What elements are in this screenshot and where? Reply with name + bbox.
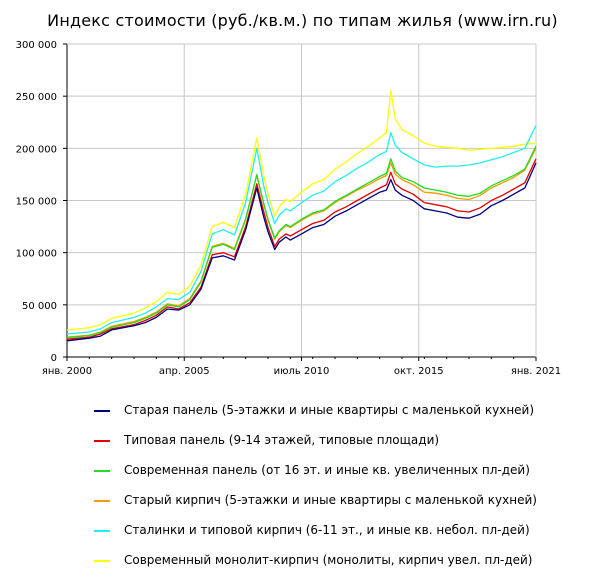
legend-label: Современный монолит-кирпич (монолиты, ки… [124, 553, 533, 567]
y-tick-label: 150 000 [16, 197, 57, 208]
x-tick-label: июль 2010 [274, 366, 330, 377]
series-line-6 [66, 90, 537, 331]
legend-label: Сталинки и типовой кирпич (6-11 эт., и и… [124, 523, 530, 537]
x-tick-label: янв. 2021 [511, 366, 561, 377]
line-chart: 0 50 000 100 000 150 000 200 000 250 000 300 0… [16, 40, 561, 377]
legend-item: Современная панель (от 16 эт. и иные кв.… [88, 458, 588, 488]
legend-label: Старый кирпич (5-этажки и иные квартиры … [124, 493, 537, 507]
y-tick-label: 250 000 [16, 92, 57, 103]
y-tick-label: 0 [51, 353, 57, 364]
legend-item: Сталинки и типовой кирпич (6-11 эт., и и… [88, 518, 588, 548]
y-tick-label: 100 000 [16, 249, 57, 260]
x-tick-label: окт. 2015 [394, 366, 444, 377]
legend-item: Старая панель (5-этажки и иные квартиры … [88, 398, 588, 428]
x-tick-label: янв. 2000 [42, 366, 92, 377]
legend-item: Типовая панель (9-14 этажей, типовые пло… [88, 428, 588, 458]
legend-label: Современная панель (от 16 эт. и иные кв.… [124, 463, 530, 477]
legend-swatch [94, 410, 110, 412]
y-tick-label: 200 000 [16, 144, 57, 155]
chart-legend: Старая панель (5-этажки и иные квартиры … [88, 398, 588, 578]
legend-swatch [94, 440, 110, 442]
chart-title: Индекс стоимости (руб./кв.м.) по типам ж… [47, 11, 558, 30]
legend-swatch [94, 500, 110, 502]
y-tick-label: 50 000 [22, 301, 57, 312]
series-line-4 [66, 148, 537, 338]
legend-item: Современный монолит-кирпич (монолиты, ки… [88, 548, 588, 578]
series-line-2 [66, 158, 537, 340]
legend-label: Старая панель (5-этажки и иные квартиры … [124, 403, 535, 417]
legend-swatch [94, 470, 110, 472]
y-tick-label: 300 000 [16, 40, 57, 51]
legend-label: Типовая панель (9-14 этажей, типовые пло… [124, 433, 440, 447]
series-line-3 [66, 145, 537, 339]
legend-item: Старый кирпич (5-этажки и иные квартиры … [88, 488, 588, 518]
legend-swatch [94, 530, 110, 532]
series-line-5 [66, 125, 537, 335]
series-line-1 [66, 162, 537, 342]
legend-swatch [94, 560, 110, 562]
x-tick-label: апр. 2005 [159, 366, 210, 377]
